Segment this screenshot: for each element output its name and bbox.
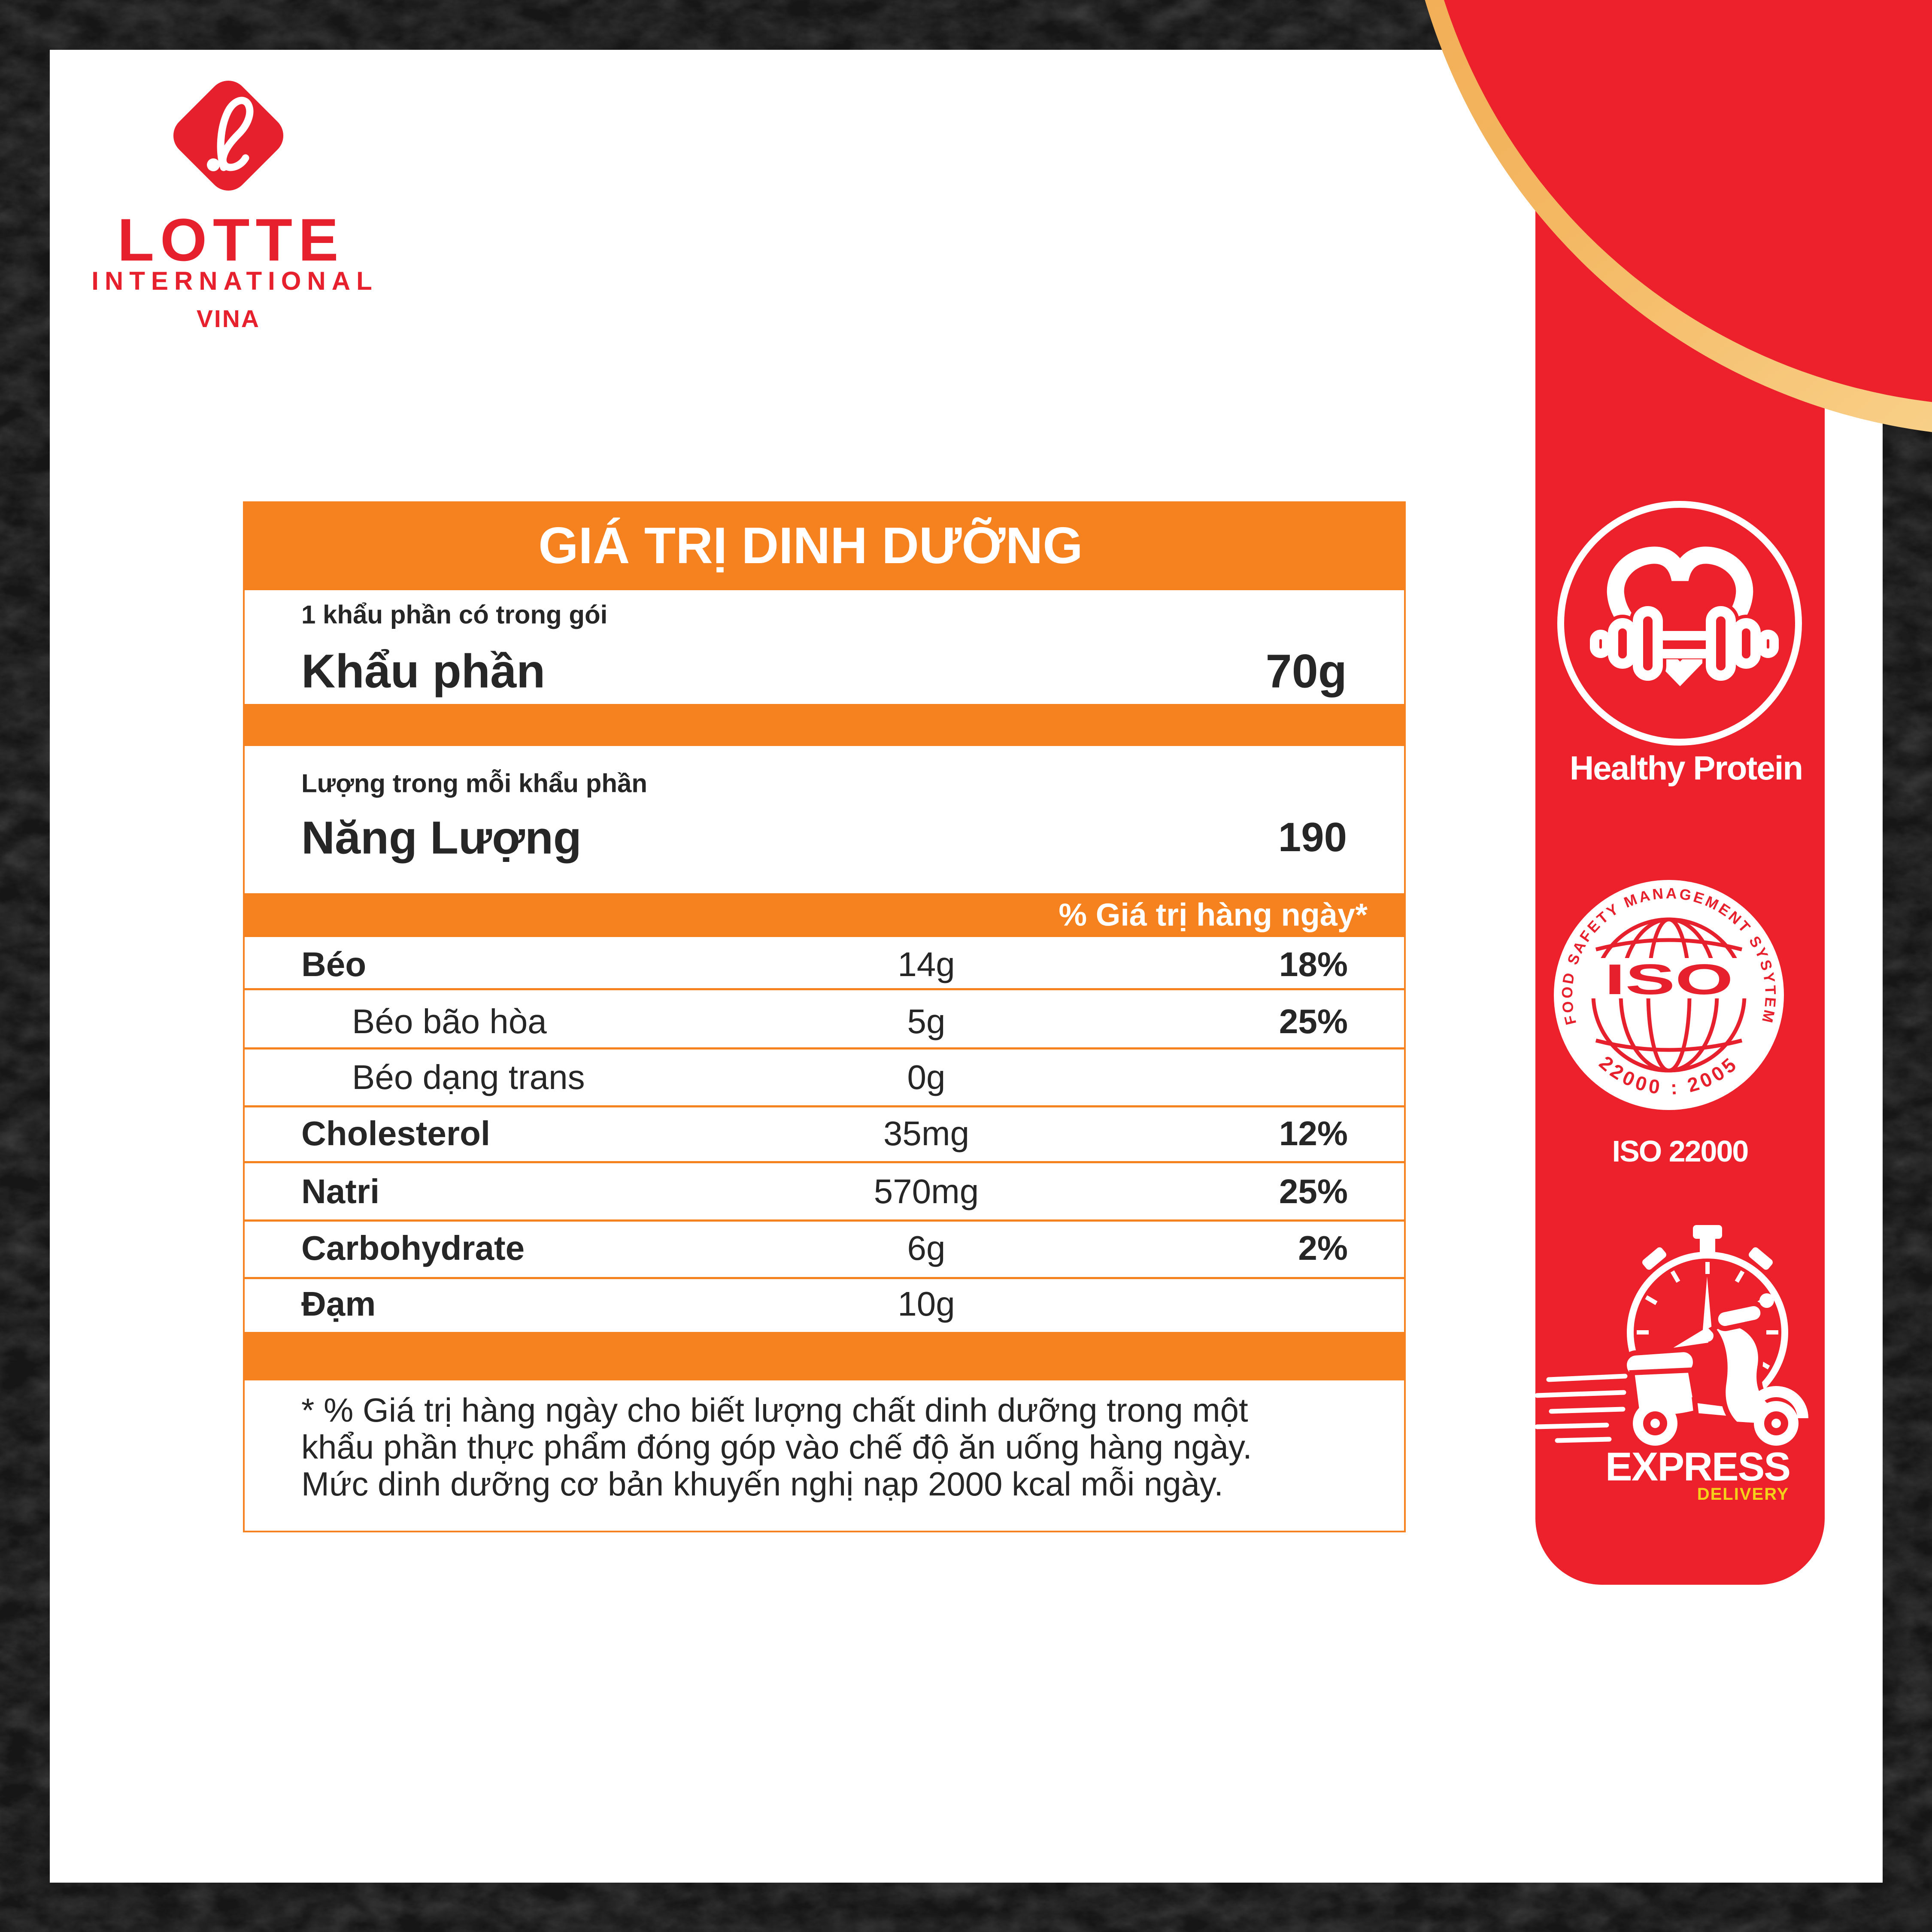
svg-text:EXPRESS: EXPRESS [1605,1444,1790,1489]
svg-text:Healthy Protein: Healthy Protein [1570,749,1802,787]
svg-text:VINA: VINA [197,305,260,333]
svg-text:DELIVERY: DELIVERY [1697,1485,1789,1504]
svg-text:ISO 22000: ISO 22000 [1612,1134,1748,1168]
svg-text:LOTTE: LOTTE [118,206,345,273]
svg-text:ISO: ISO [1604,955,1733,1004]
svg-text:INTERNATIONAL: INTERNATIONAL [91,267,378,295]
